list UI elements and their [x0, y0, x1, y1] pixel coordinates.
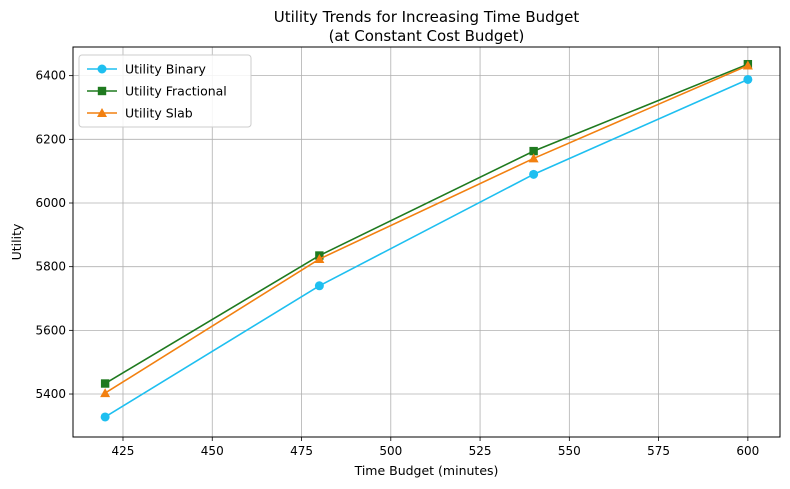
x-tick-label: 475 [290, 444, 313, 458]
legend-label: Utility Fractional [125, 84, 227, 99]
data-point [743, 74, 753, 84]
x-tick-label: 525 [469, 444, 492, 458]
legend-entry: Utility Fractional [87, 84, 227, 99]
legend: Utility Binary Utility Fractional Utility … [78, 54, 252, 128]
data-point [100, 412, 110, 422]
x-tick-label: 500 [379, 444, 402, 458]
series-line [104, 78, 749, 418]
x-tick-label: 450 [201, 444, 224, 458]
legend-label: Utility Slab [125, 106, 193, 121]
x-tick-label: 425 [112, 444, 135, 458]
plot-area-frame [72, 46, 781, 438]
chart-title: Utility Trends for Increasing Time Budge… [274, 8, 580, 26]
series-layer [100, 59, 753, 422]
data-point [100, 388, 111, 398]
y-tick-label: 6400 [35, 69, 66, 83]
legend-label: Utility Binary [125, 62, 207, 77]
data-point [528, 153, 539, 163]
series-1 [100, 74, 753, 422]
data-point [529, 169, 539, 179]
legend-swatch-marker [97, 86, 107, 96]
x-tick-label: 600 [736, 444, 759, 458]
legend-entry: Utility Binary [87, 62, 207, 77]
chart-subtitle: (at Constant Cost Budget) [329, 27, 525, 45]
axis-ticks: 425 450 475 500 525 550 575 600 5400 5600 5800 6000… [35, 69, 759, 458]
data-point [100, 379, 110, 388]
legend-box [78, 54, 252, 128]
data-point [314, 281, 324, 291]
legend-swatch-marker [97, 64, 107, 74]
data-point [529, 146, 538, 156]
y-tick-label: 6000 [35, 196, 66, 210]
series-3 [100, 60, 753, 398]
y-tick-label: 5800 [35, 260, 66, 274]
grid-lines [73, 47, 780, 437]
x-axis-label: Time Budget (minutes) [354, 463, 499, 478]
y-axis-label: Utility [9, 223, 24, 260]
legend-swatch-marker [97, 108, 107, 117]
x-tick-label: 575 [647, 444, 670, 458]
y-tick-label: 5400 [35, 387, 66, 401]
x-tick-label: 550 [558, 444, 581, 458]
data-point [314, 254, 325, 264]
y-tick-label: 5600 [35, 323, 66, 337]
series-line [104, 63, 749, 385]
series-line [104, 64, 749, 394]
legend-entry: Utility Slab [87, 106, 193, 121]
data-point [742, 60, 753, 70]
y-tick-label: 6200 [35, 132, 66, 146]
